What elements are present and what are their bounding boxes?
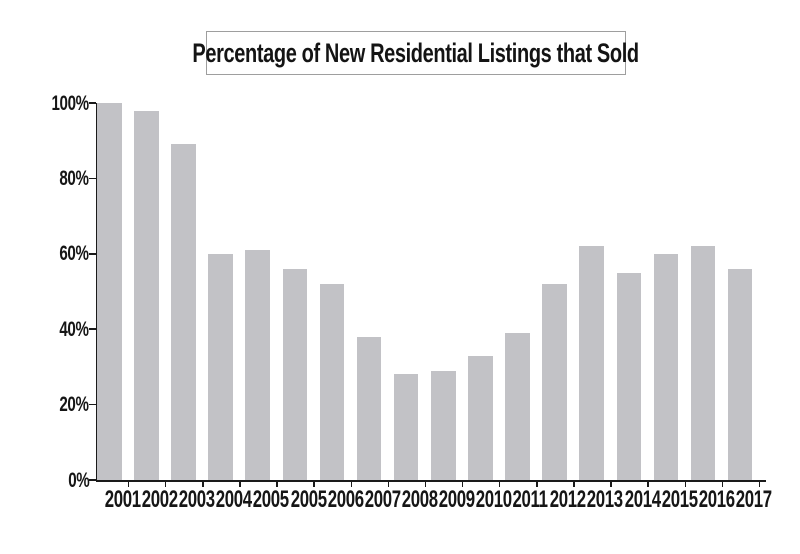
y-tick-label: 100% bbox=[19, 91, 90, 115]
x-tick-label-text: 2001 bbox=[104, 486, 141, 513]
x-axis-tick bbox=[573, 480, 575, 487]
y-tick-label-text: 20% bbox=[59, 393, 90, 417]
x-axis-tick bbox=[610, 480, 612, 487]
y-tick-label: 60% bbox=[19, 242, 90, 266]
x-tick-label: 2001 bbox=[97, 487, 141, 513]
x-tick-label: 2008 bbox=[394, 487, 438, 513]
x-tick-label-text: 2006 bbox=[327, 486, 364, 513]
x-axis-tick bbox=[536, 480, 538, 487]
x-tick-label: 2002 bbox=[134, 487, 178, 513]
x-axis-tick bbox=[202, 480, 204, 487]
x-tick-label-text: 2008 bbox=[401, 486, 438, 513]
x-tick-label-text: 2014 bbox=[624, 486, 661, 513]
x-tick-label-text: 2010 bbox=[475, 486, 512, 513]
y-tick-label: 20% bbox=[19, 393, 90, 417]
y-axis-tick bbox=[89, 328, 96, 330]
x-axis-line bbox=[96, 480, 766, 482]
x-tick-label: 2016 bbox=[691, 487, 734, 513]
x-tick-label-text: 2009 bbox=[438, 486, 475, 513]
x-tick-label-text: 2013 bbox=[587, 486, 624, 513]
bar-2005 bbox=[282, 268, 308, 480]
y-tick-label-text: 0% bbox=[67, 468, 90, 492]
y-axis-tick bbox=[89, 177, 96, 180]
x-axis-tick bbox=[684, 480, 687, 487]
bar-2005 bbox=[245, 250, 271, 480]
x-axis-tick bbox=[239, 480, 241, 487]
x-tick-label: 2009 bbox=[431, 487, 475, 513]
y-tick-label-text: 80% bbox=[59, 166, 90, 190]
x-tick-label: 2014 bbox=[617, 487, 660, 513]
bar-2013 bbox=[579, 246, 605, 480]
y-axis-line bbox=[96, 103, 98, 482]
x-tick-label: 2005 bbox=[245, 487, 289, 513]
bar-2007 bbox=[356, 336, 382, 480]
x-tick-label: 2015 bbox=[654, 487, 697, 513]
x-tick-label: 2010 bbox=[468, 487, 512, 513]
x-tick-label-text: 2004 bbox=[216, 486, 253, 513]
x-tick-label-text: 2003 bbox=[178, 486, 215, 513]
bar-2014 bbox=[616, 272, 642, 480]
x-axis-tick bbox=[276, 480, 278, 487]
bar-2002 bbox=[134, 110, 159, 480]
y-tick-label: 0% bbox=[19, 468, 90, 492]
x-tick-label-text: 2011 bbox=[512, 486, 548, 513]
bar-2015 bbox=[653, 253, 679, 480]
x-axis-tick bbox=[387, 480, 390, 487]
bar-2009 bbox=[431, 370, 456, 480]
x-tick-label: 2007 bbox=[357, 487, 400, 513]
x-axis-tick bbox=[721, 480, 724, 487]
bar-2010 bbox=[468, 355, 493, 480]
y-axis-tick bbox=[89, 102, 96, 104]
y-tick-label-text: 60% bbox=[59, 242, 90, 266]
y-tick-label-text: 40% bbox=[59, 317, 90, 341]
y-axis-tick bbox=[89, 479, 96, 481]
bar-2012 bbox=[542, 283, 567, 480]
y-axis-tick bbox=[89, 253, 96, 255]
bar-2004 bbox=[208, 253, 233, 480]
x-tick-label: 2011 bbox=[505, 487, 548, 513]
x-axis-tick bbox=[647, 480, 649, 487]
x-axis-tick bbox=[164, 480, 167, 487]
x-tick-label-text: 2005 bbox=[253, 486, 290, 513]
x-axis-tick bbox=[350, 480, 353, 487]
bar-2006 bbox=[319, 283, 345, 480]
x-axis-tick bbox=[461, 480, 464, 487]
bar-2016 bbox=[690, 246, 716, 480]
bar-2001 bbox=[97, 103, 122, 480]
x-tick-label: 2017 bbox=[728, 487, 772, 513]
y-axis-tick bbox=[89, 403, 96, 406]
x-tick-label-text: 2016 bbox=[698, 486, 735, 513]
chart-title-box: Percentage of New Residential Listings t… bbox=[193, 31, 640, 75]
x-axis-tick bbox=[313, 480, 315, 487]
x-tick-label: 2013 bbox=[579, 487, 623, 513]
bar-2008 bbox=[393, 374, 419, 480]
bar-2017 bbox=[727, 268, 753, 480]
y-tick-label: 80% bbox=[19, 166, 90, 190]
x-axis-tick bbox=[424, 480, 427, 487]
bar-2003 bbox=[171, 144, 196, 480]
x-axis-tick bbox=[127, 480, 130, 487]
x-tick-label: 2006 bbox=[320, 487, 363, 513]
x-axis-tick bbox=[498, 480, 501, 487]
x-tick-label: 2012 bbox=[542, 487, 586, 513]
x-tick-label-text: 2017 bbox=[735, 486, 772, 513]
x-tick-label: 2005 bbox=[283, 487, 326, 513]
x-axis-tick bbox=[758, 480, 761, 487]
x-tick-label-text: 2002 bbox=[141, 486, 178, 513]
y-tick-label: 40% bbox=[19, 317, 90, 341]
x-tick-label-text: 2007 bbox=[364, 486, 401, 513]
x-tick-label-text: 2005 bbox=[290, 486, 327, 513]
chart-title: Percentage of New Residential Listings t… bbox=[192, 37, 640, 68]
y-tick-label-text: 100% bbox=[51, 91, 90, 115]
bar-2011 bbox=[505, 332, 530, 480]
x-tick-label: 2003 bbox=[171, 487, 215, 513]
x-tick-label: 2004 bbox=[208, 487, 252, 513]
x-tick-label-text: 2015 bbox=[661, 486, 698, 513]
x-tick-label-text: 2012 bbox=[550, 486, 587, 513]
plot-area: 0% 20% 40% 60% 80% 100% 2001 2002 2003 2004 2005 2… bbox=[52, 93, 772, 513]
